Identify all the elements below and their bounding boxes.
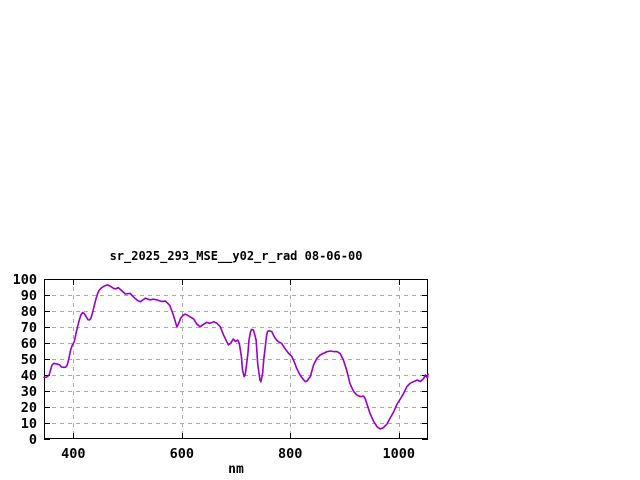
grid-lines xyxy=(44,279,428,439)
x-tick-label: 400 xyxy=(61,446,85,462)
y-tick-label: 90 xyxy=(21,288,37,304)
x-tick-label: 800 xyxy=(278,446,302,462)
axis-ticks xyxy=(44,279,428,440)
chart-title: sr_2025_293_MSE__y02_r_rad 08-06-00 xyxy=(109,249,363,263)
y-tick-label: 30 xyxy=(21,384,37,400)
x-tick-label: 600 xyxy=(170,446,194,462)
y-tick-label: 50 xyxy=(21,352,37,368)
y-tick-label: 60 xyxy=(21,336,37,352)
y-tick-label: 100 xyxy=(13,272,37,288)
y-tick-label: 40 xyxy=(21,368,37,384)
y-tick-label: 70 xyxy=(21,320,37,336)
y-tick-label: 80 xyxy=(21,304,37,320)
y-tick-label: 0 xyxy=(29,432,37,448)
x-tick-label: 1000 xyxy=(382,446,415,462)
y-tick-label: 10 xyxy=(21,416,37,432)
y-tick-label: 20 xyxy=(21,400,37,416)
x-axis-tick-labels: 400 600 800 1000 xyxy=(61,446,415,462)
x-axis-label: nm xyxy=(228,462,244,477)
spectral-response-curve xyxy=(43,284,429,430)
